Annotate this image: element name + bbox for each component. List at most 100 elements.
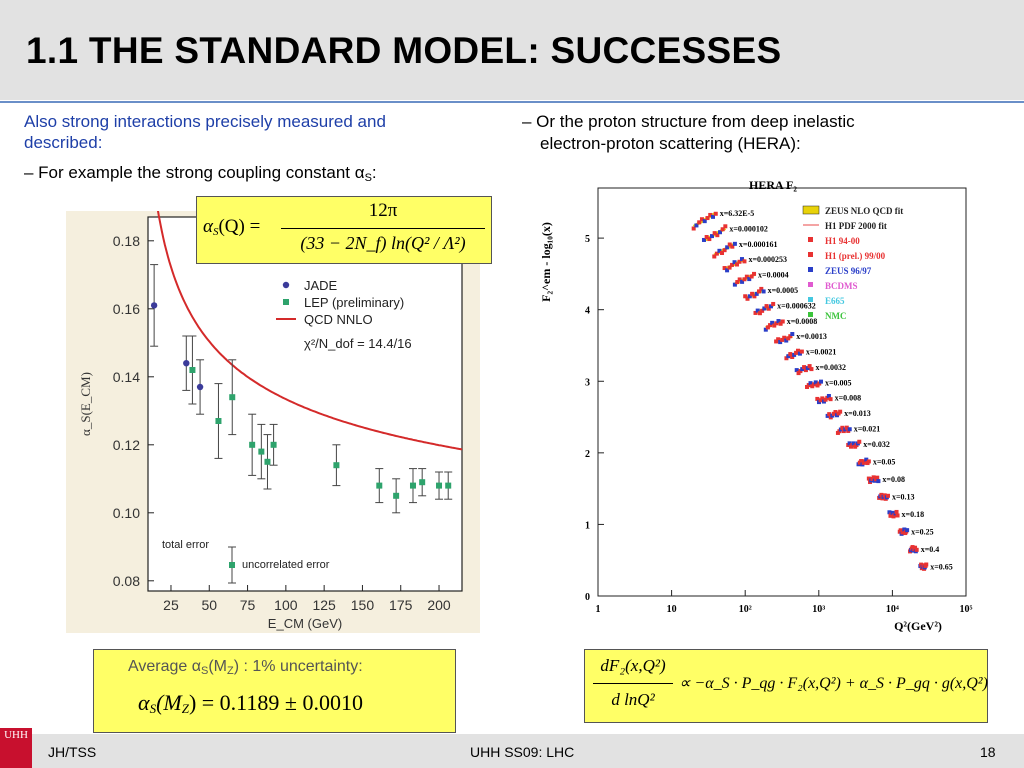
x-bin-label: x=0.000632 bbox=[777, 301, 816, 310]
data-point bbox=[713, 211, 718, 216]
x-axis-label: E_CM (GeV) bbox=[268, 616, 342, 631]
data-point-lep bbox=[248, 413, 257, 476]
x-bin-label: x=0.0013 bbox=[796, 332, 827, 341]
data-point-lep bbox=[392, 478, 401, 514]
data-point bbox=[803, 368, 808, 373]
average-formula-sym: α bbox=[138, 690, 150, 715]
data-point bbox=[732, 241, 737, 246]
data-point bbox=[708, 212, 713, 217]
y-tick-label: 3 bbox=[585, 377, 590, 388]
y-tick-label: 0.10 bbox=[113, 505, 140, 521]
average-label-mid-sub: Z bbox=[227, 665, 234, 677]
data-point bbox=[866, 476, 871, 481]
data-point bbox=[705, 216, 710, 221]
data-point bbox=[895, 513, 900, 518]
x-tick-label: 50 bbox=[201, 597, 217, 613]
data-point bbox=[797, 351, 802, 356]
x-bin-label: x=0.008 bbox=[835, 394, 862, 403]
data-point bbox=[898, 528, 903, 533]
alpha-s-numerator: 12π bbox=[368, 200, 398, 221]
x-bin-label: x=0.08 bbox=[882, 475, 905, 484]
data-point bbox=[776, 319, 781, 324]
data-point bbox=[924, 562, 929, 567]
data-point bbox=[691, 226, 696, 231]
data-point bbox=[770, 320, 775, 325]
data-point bbox=[737, 259, 742, 264]
data-point bbox=[790, 354, 795, 359]
data-point-jade bbox=[182, 335, 191, 391]
data-point bbox=[796, 348, 801, 353]
data-point bbox=[727, 265, 732, 270]
average-label-text: Average α bbox=[128, 658, 201, 675]
fit-quality-text: χ²/N_dof = 14.4/16 bbox=[304, 336, 412, 351]
alpha-s-symbol-sub: S bbox=[212, 226, 219, 238]
data-point bbox=[753, 310, 758, 315]
data-point bbox=[774, 321, 779, 326]
x-bin-label: x=0.0005 bbox=[768, 286, 799, 295]
marker bbox=[215, 418, 222, 424]
x-bin-label: x=0.0008 bbox=[787, 317, 818, 326]
y-tick-label: 4 bbox=[585, 306, 590, 317]
hera-f2-chart-panel: HERA F₂ 0 1 2 3 4 5 1 10 10² 10³ 10⁴ 10⁵ Q²(GeV²) F₂^e… bbox=[528, 172, 978, 640]
x-tick-label: 75 bbox=[240, 597, 256, 613]
data-point bbox=[742, 259, 747, 264]
legend-lep-label: LEP (preliminary) bbox=[304, 295, 404, 310]
average-formula-arg-sub: Z bbox=[181, 701, 189, 716]
data-point bbox=[885, 493, 890, 498]
legend-label: ZEUS 96/97 bbox=[825, 266, 872, 276]
left-intro-text: Also strong interactions precisely measu… bbox=[24, 112, 386, 152]
data-point bbox=[754, 291, 759, 296]
legend-swatch bbox=[808, 237, 813, 242]
data-point bbox=[694, 223, 699, 228]
data-point bbox=[780, 319, 785, 324]
alpha-s-fraction-bar bbox=[281, 228, 485, 229]
data-point bbox=[755, 308, 760, 313]
right-bullet-line1: – Or the proton structure from deep inel… bbox=[522, 112, 855, 131]
legend-label: E665 bbox=[825, 296, 845, 306]
legend-lep-marker bbox=[283, 299, 289, 305]
footer-page-number: 18 bbox=[980, 744, 996, 760]
data-point bbox=[766, 306, 771, 311]
legend-jade-label: JADE bbox=[304, 278, 338, 293]
data-point-lep bbox=[444, 471, 453, 500]
data-point bbox=[875, 475, 880, 480]
data-point-lep bbox=[332, 444, 341, 487]
data-point bbox=[761, 289, 766, 294]
x-axis-label: Q²(GeV²) bbox=[894, 619, 942, 633]
data-point bbox=[794, 368, 799, 373]
data-point bbox=[760, 308, 765, 313]
marker bbox=[264, 458, 271, 465]
data-point-lep bbox=[214, 383, 223, 459]
data-point bbox=[752, 294, 757, 299]
data-point bbox=[739, 257, 744, 262]
dglap-rhs: ∝ −α_S · P_qg · F₂(x,Q²) + α_S · P_gq · … bbox=[679, 675, 988, 692]
data-point bbox=[709, 234, 714, 239]
data-point bbox=[910, 545, 915, 550]
data-point bbox=[820, 396, 825, 401]
data-point bbox=[798, 369, 803, 374]
average-formula: αS(MZ) = 0.1189 ± 0.0010 bbox=[138, 690, 363, 717]
data-point bbox=[778, 321, 783, 326]
data-point bbox=[735, 280, 740, 285]
right-bullet-line2: electron-proton scattering (HERA): bbox=[540, 134, 801, 153]
data-point-jade bbox=[150, 264, 159, 347]
data-point bbox=[786, 354, 791, 359]
slide-title: 1.1 THE STANDARD MODEL: SUCCESSES bbox=[26, 30, 782, 71]
x-bin-label: x=0.25 bbox=[911, 528, 934, 537]
y-tick-label: 0.12 bbox=[113, 437, 140, 453]
data-point bbox=[902, 527, 907, 532]
left-bullet-suffix: : bbox=[371, 163, 377, 182]
data-point bbox=[704, 235, 709, 240]
data-point bbox=[764, 304, 769, 309]
data-point bbox=[827, 412, 832, 417]
data-point-lep bbox=[418, 468, 427, 497]
marker bbox=[393, 492, 400, 499]
x-tick-label: 10³ bbox=[812, 604, 825, 615]
data-point-jade bbox=[196, 359, 205, 415]
data-point bbox=[864, 457, 869, 462]
data-point bbox=[914, 547, 919, 552]
data-point bbox=[743, 294, 748, 299]
uncorrelated-error-marker bbox=[229, 562, 235, 568]
marker bbox=[270, 441, 277, 448]
average-label-sub: S bbox=[201, 665, 209, 677]
